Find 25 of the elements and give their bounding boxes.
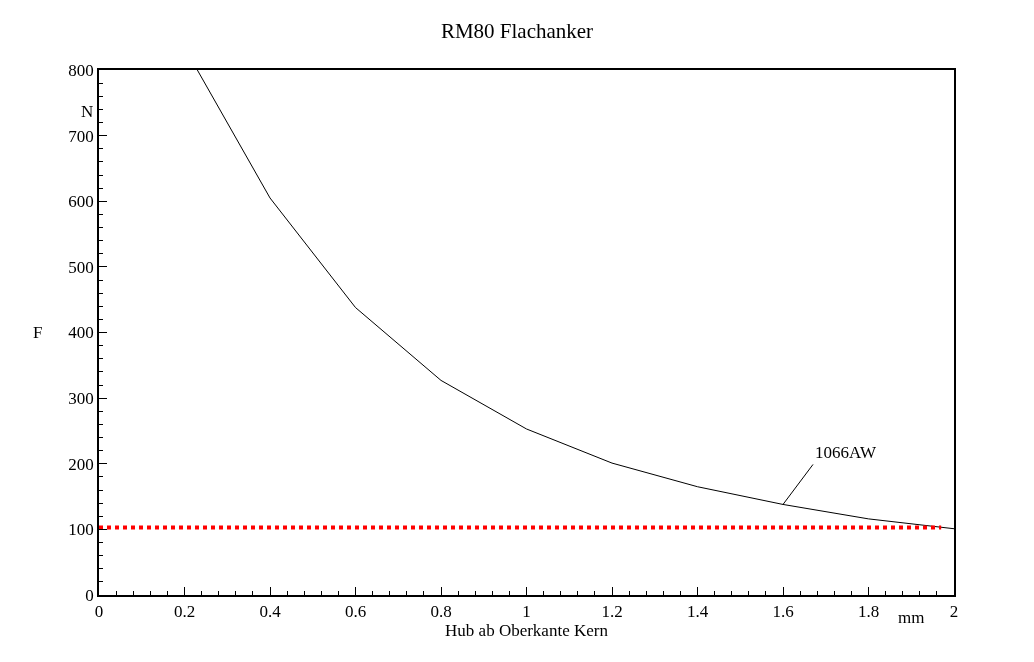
x-tick-label: 0.4 bbox=[259, 602, 282, 622]
y-axis-title: F bbox=[33, 323, 43, 342]
y-tick-label: 700 bbox=[68, 126, 94, 146]
x-tick-label: 1.4 bbox=[686, 602, 709, 622]
x-tick-label: 1 bbox=[522, 602, 531, 622]
y-tick-label: 400 bbox=[68, 323, 94, 343]
x-tick-label: 2 bbox=[949, 602, 959, 622]
y-tick-label: 100 bbox=[68, 520, 94, 540]
y-tick-label: 600 bbox=[68, 192, 94, 212]
x-axis-title: Hub ab Oberkante Kern bbox=[445, 621, 609, 641]
y-tick-label: 0 bbox=[85, 585, 94, 605]
x-tick-label: 0.8 bbox=[430, 602, 452, 622]
x-tick-label: 1.6 bbox=[772, 602, 794, 622]
x-tick-label: 0.6 bbox=[344, 602, 367, 622]
text: 1066AW bbox=[815, 443, 877, 462]
y-tick-label: 200 bbox=[68, 454, 94, 474]
y-tick-label: 500 bbox=[68, 257, 94, 277]
y-tick-label: 300 bbox=[68, 389, 94, 409]
text: mm bbox=[898, 608, 925, 627]
chart-title: RM80 Flachanker bbox=[440, 18, 594, 43]
text: N bbox=[81, 102, 94, 121]
x-tick-label: 0.2 bbox=[173, 602, 196, 622]
x-tick-label: 1.8 bbox=[857, 602, 880, 622]
x-tick-label: 1.2 bbox=[601, 602, 623, 622]
y-tick-label: 800 bbox=[68, 60, 94, 80]
